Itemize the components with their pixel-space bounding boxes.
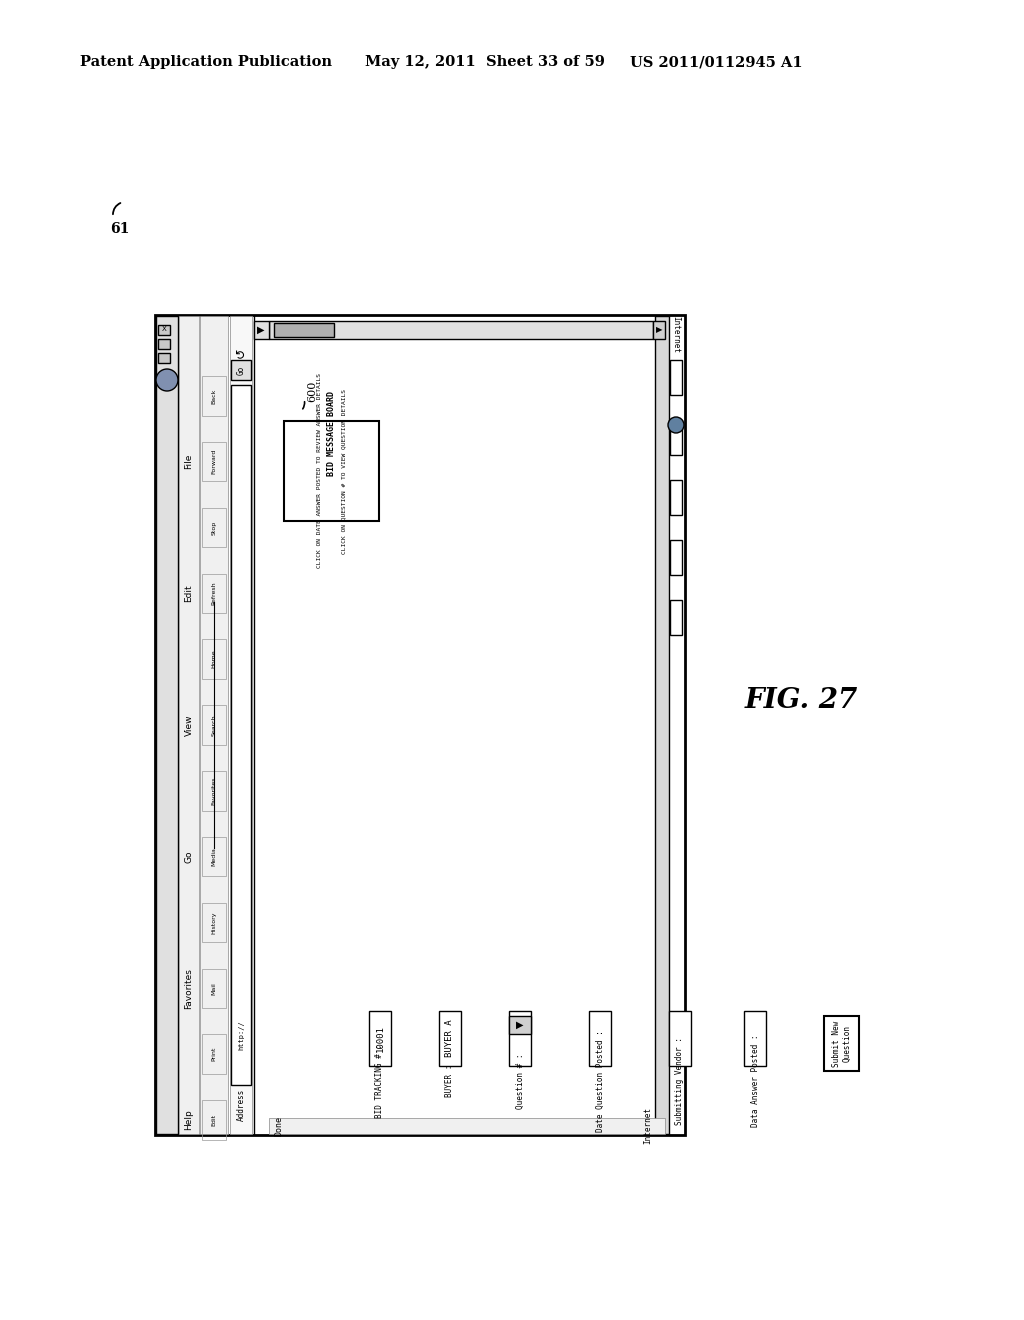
Bar [202, 1035, 226, 1074]
Text: Refresh: Refresh [212, 582, 216, 605]
Bar [509, 1011, 531, 1067]
Text: Edit: Edit [212, 1114, 216, 1126]
Bar [156, 315, 178, 1134]
Bar [254, 321, 269, 339]
Text: BUYER :: BUYER : [445, 1065, 455, 1097]
Bar [670, 480, 682, 515]
Text: Address: Address [237, 1089, 246, 1121]
Bar [202, 771, 226, 810]
Circle shape [156, 370, 178, 391]
Text: Back: Back [212, 388, 216, 404]
Text: Edit: Edit [184, 585, 194, 602]
Bar [202, 1101, 226, 1139]
Text: 10001: 10001 [376, 1026, 384, 1052]
Bar [669, 1011, 691, 1067]
Bar [202, 705, 226, 744]
Bar [202, 837, 226, 876]
Text: Patent Application Publication: Patent Application Publication [80, 55, 332, 69]
Text: ▶: ▶ [516, 1020, 523, 1030]
Bar [670, 420, 682, 455]
Bar [589, 1011, 611, 1067]
Text: Favorites: Favorites [212, 776, 216, 805]
Text: ↺: ↺ [234, 347, 248, 358]
Bar [158, 352, 170, 363]
Text: Date Question Posted :: Date Question Posted : [596, 1030, 604, 1131]
Bar [202, 442, 226, 482]
Bar [230, 315, 252, 1134]
Bar [653, 321, 665, 339]
Bar [274, 323, 334, 337]
Text: Home: Home [212, 649, 216, 668]
Text: US 2011/0112945 A1: US 2011/0112945 A1 [630, 55, 803, 69]
Bar [202, 639, 226, 678]
Bar [269, 321, 653, 339]
Bar [655, 315, 669, 1134]
Bar [202, 903, 226, 942]
Bar [824, 1016, 859, 1071]
Text: Print: Print [212, 1047, 216, 1061]
Bar [202, 508, 226, 548]
Text: ▶: ▶ [655, 326, 663, 334]
Bar [284, 421, 379, 521]
Bar [744, 1011, 766, 1067]
Text: BID TRACKING # :: BID TRACKING # : [376, 1044, 384, 1118]
Bar [200, 315, 228, 1134]
Bar [202, 574, 226, 612]
Text: Done: Done [274, 1115, 283, 1137]
Bar [439, 1011, 461, 1067]
Text: Forward: Forward [212, 449, 216, 474]
Bar [369, 1011, 391, 1067]
Bar [509, 1016, 531, 1034]
Text: File: File [184, 454, 194, 470]
Bar [231, 385, 251, 1085]
Text: 61: 61 [110, 222, 129, 236]
Text: Internet: Internet [672, 317, 681, 354]
Text: FIG. 27: FIG. 27 [745, 686, 858, 714]
Text: Submitting Vendor :: Submitting Vendor : [676, 1038, 684, 1125]
Bar [179, 315, 199, 1134]
Text: X: X [162, 326, 166, 333]
Text: 600: 600 [307, 380, 317, 401]
Bar [670, 601, 682, 635]
Bar [202, 376, 226, 416]
Text: Media: Media [212, 847, 216, 866]
Text: CLICK ON QUESTION # TO VIEW QUESTION DETAILS: CLICK ON QUESTION # TO VIEW QUESTION DET… [341, 388, 346, 553]
Text: Internet: Internet [643, 1107, 652, 1144]
Text: Mail: Mail [212, 982, 216, 995]
Bar [269, 1118, 665, 1134]
Text: Help: Help [184, 1110, 194, 1130]
Bar [670, 360, 682, 395]
Text: ▶: ▶ [257, 325, 265, 335]
Text: http://: http:// [238, 1020, 244, 1049]
Bar [158, 339, 170, 348]
Text: Go: Go [184, 850, 194, 863]
Text: Data Answer Posted :: Data Answer Posted : [751, 1035, 760, 1127]
Bar [158, 325, 170, 335]
Text: View: View [184, 714, 194, 735]
Bar [155, 315, 685, 1135]
Bar [269, 341, 653, 1115]
Text: CLICK ON DATE ANSWER POSTED TO REVIEW ANSWER DETAILS: CLICK ON DATE ANSWER POSTED TO REVIEW AN… [317, 374, 322, 569]
Bar [202, 969, 226, 1008]
Text: Favorites: Favorites [184, 968, 194, 1008]
Bar [670, 540, 682, 576]
Text: Go: Go [237, 366, 246, 375]
Text: BUYER A: BUYER A [445, 1019, 455, 1057]
Text: Question # :: Question # : [515, 1053, 524, 1109]
Text: Search: Search [212, 714, 216, 735]
Text: May 12, 2011  Sheet 33 of 59: May 12, 2011 Sheet 33 of 59 [365, 55, 605, 69]
Text: History: History [212, 911, 216, 933]
Circle shape [668, 417, 684, 433]
Bar [231, 360, 251, 380]
Text: BID MESSAGE BOARD: BID MESSAGE BOARD [327, 391, 336, 475]
Text: Submit New
Question: Submit New Question [831, 1020, 851, 1067]
Text: Stop: Stop [212, 520, 216, 535]
